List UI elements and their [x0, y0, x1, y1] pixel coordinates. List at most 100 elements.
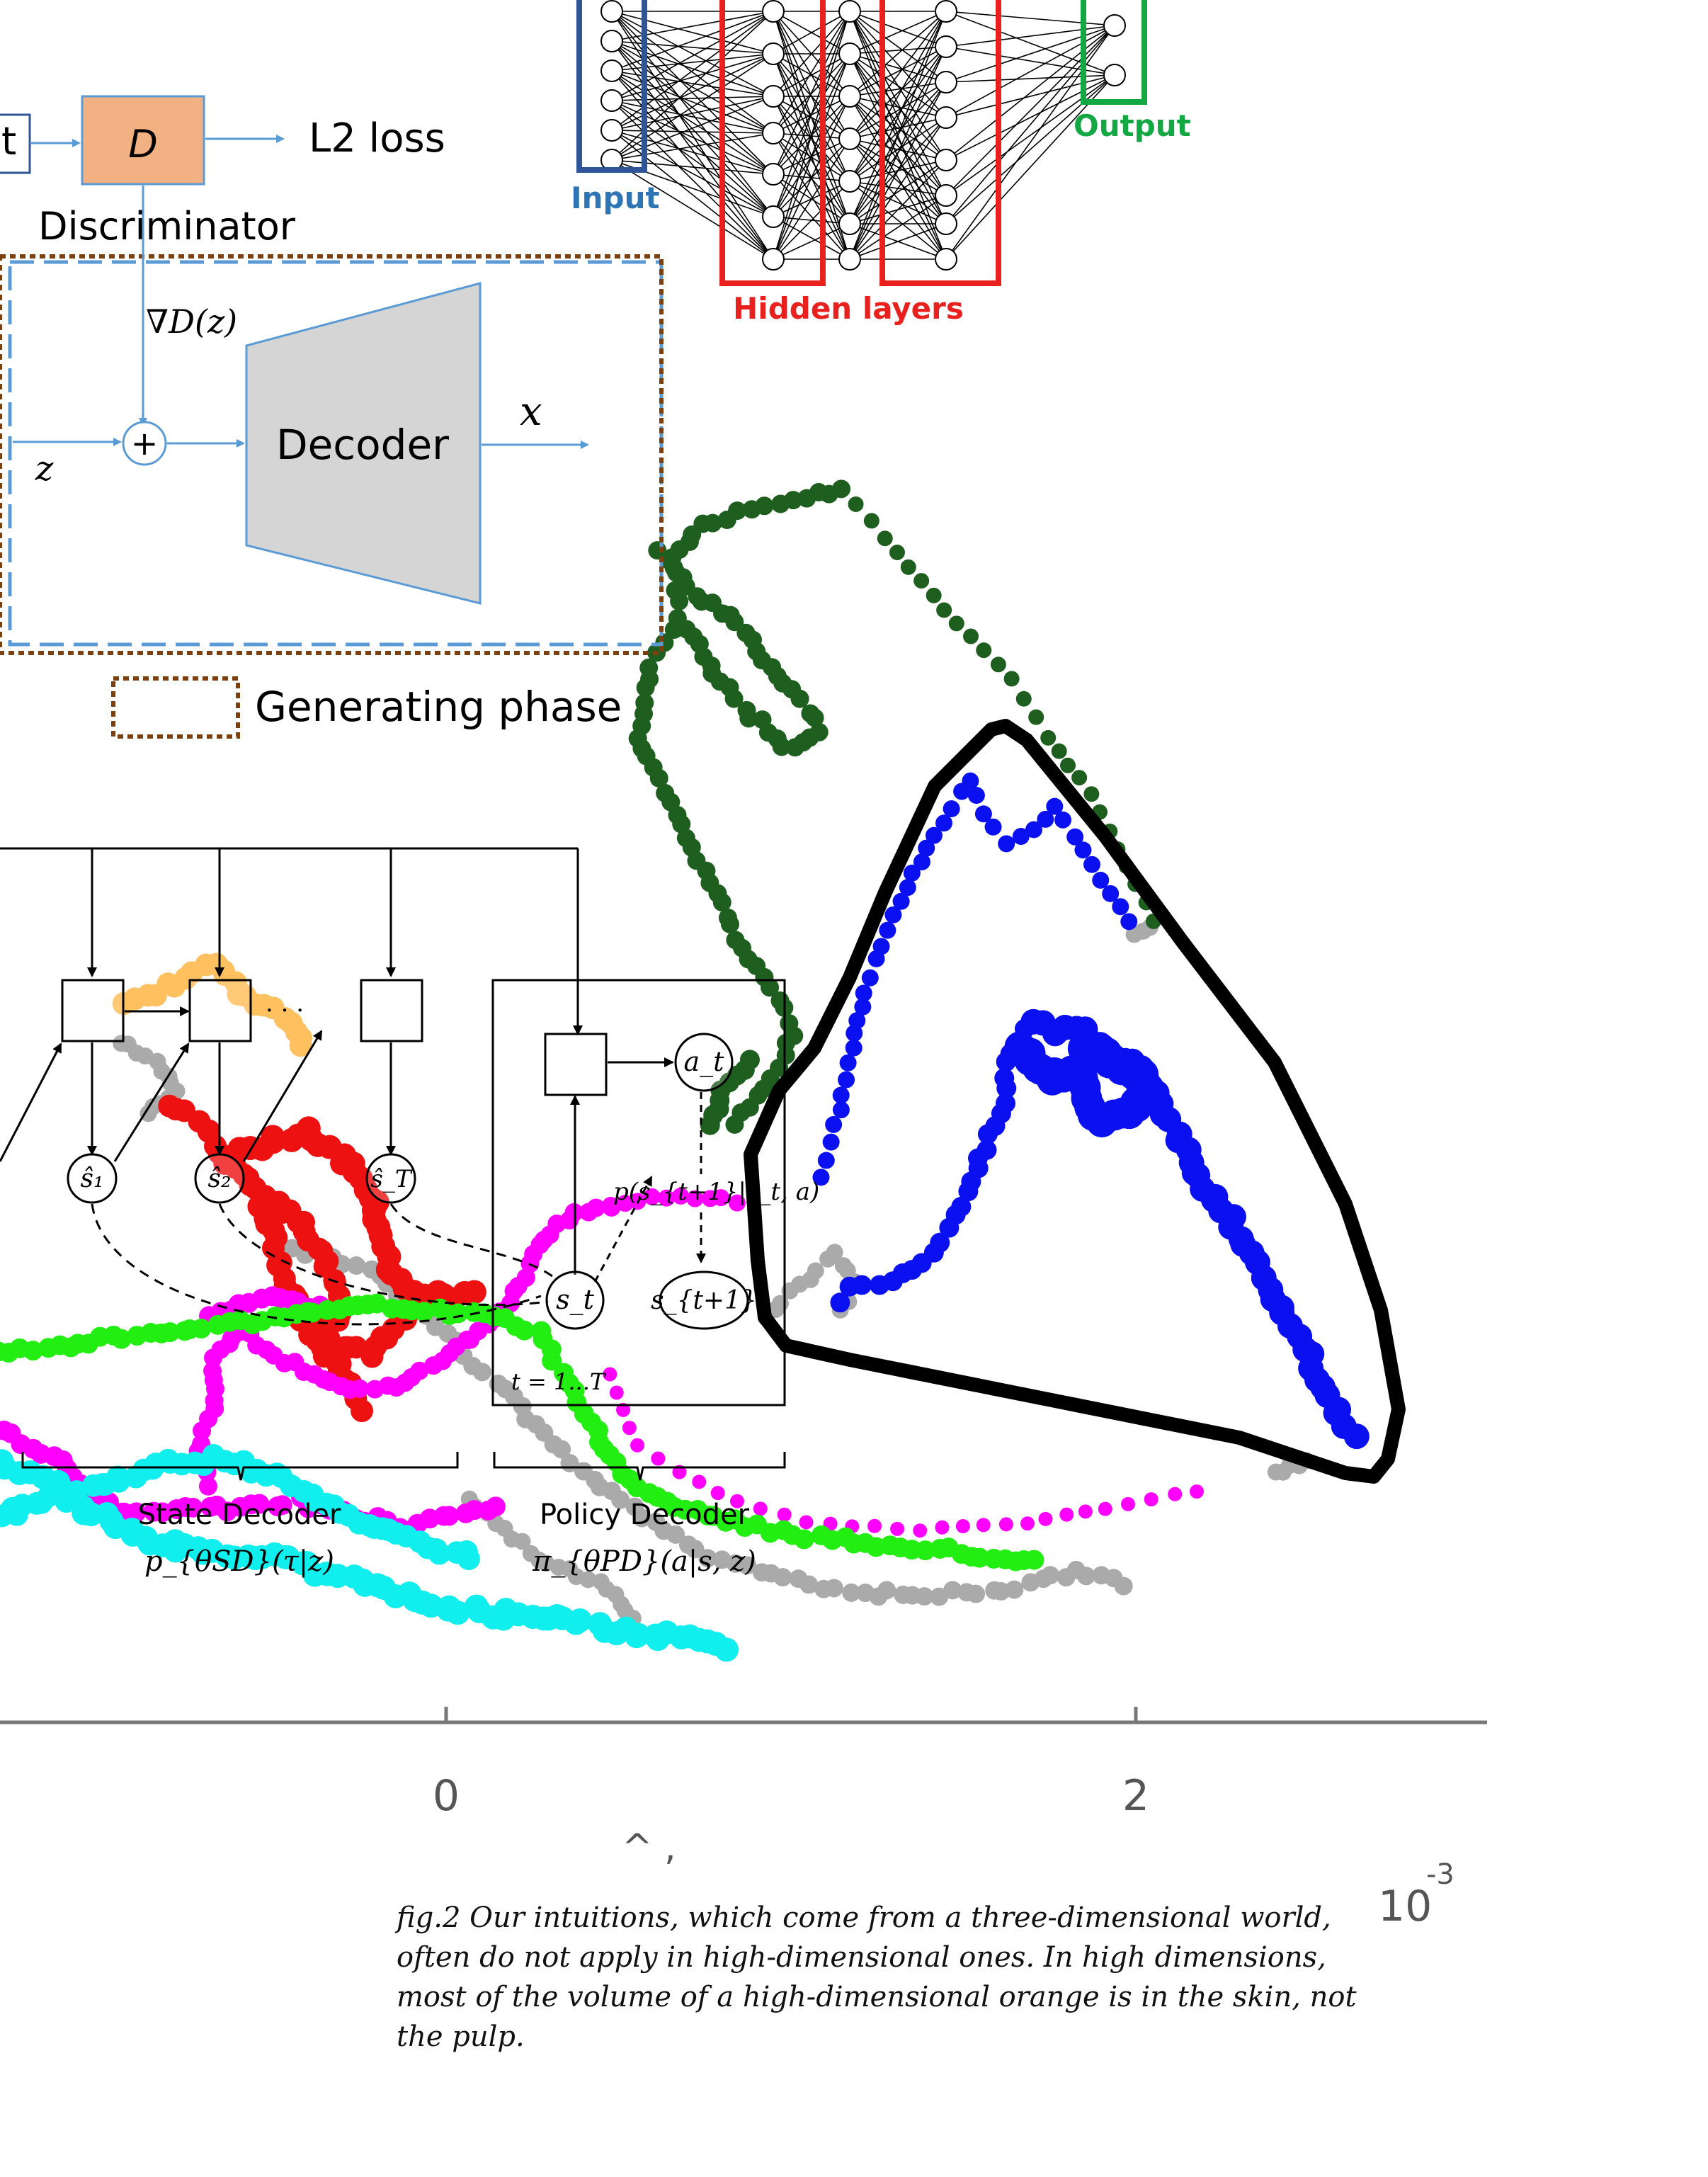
- network-edge: [849, 96, 947, 196]
- network-edge: [611, 11, 774, 97]
- network-edge: [849, 117, 947, 140]
- trail-point: [302, 1302, 323, 1323]
- trail-point: [567, 1608, 592, 1633]
- trail-point: [830, 1292, 850, 1313]
- trail-point: [1076, 1567, 1095, 1586]
- trail-point: [542, 1351, 562, 1371]
- network-node: [762, 205, 785, 228]
- trail-point: [913, 573, 930, 589]
- network-node: [762, 0, 785, 23]
- trail-point: [839, 1054, 857, 1072]
- network-edge: [849, 159, 947, 224]
- network-edge: [611, 40, 774, 175]
- trail-point: [990, 656, 1006, 673]
- trail-point: [773, 1568, 792, 1587]
- trail-point: [485, 1496, 506, 1517]
- trail-point: [367, 1293, 387, 1314]
- network-edge: [611, 40, 774, 217]
- node-a-t: [674, 1033, 734, 1092]
- trail-point: [834, 480, 850, 496]
- trail-point: [672, 1465, 687, 1479]
- network-node: [762, 85, 785, 108]
- trail-point: [977, 1124, 998, 1144]
- network-edge: [611, 70, 774, 97]
- network-node: [935, 71, 957, 93]
- network-edge: [849, 11, 947, 97]
- network-edge: [773, 96, 850, 224]
- trail-point: [725, 613, 744, 632]
- network-edge: [849, 11, 947, 47]
- trail-point: [761, 978, 780, 997]
- network-edge: [849, 117, 947, 182]
- z-label: z: [35, 449, 54, 489]
- discriminator-label: Discriminator: [38, 204, 296, 249]
- trail-point: [807, 1262, 824, 1280]
- network-edge: [945, 25, 1115, 47]
- discriminator-symbol: D: [128, 122, 158, 166]
- scale-label: 10: [1378, 1882, 1432, 1931]
- trail-point: [462, 1280, 486, 1305]
- network-node: [762, 122, 785, 144]
- trail-point: [714, 1637, 739, 1662]
- trail-point: [839, 1276, 860, 1297]
- network-edge: [945, 25, 1115, 161]
- x-axis-ticks: -20246: [433, 1707, 1149, 1821]
- network-edge: [849, 81, 947, 182]
- network-edge: [611, 11, 774, 217]
- state-decoder-formula: p_{θSD}(τ|z): [144, 1545, 334, 1578]
- ellipsis: · · ·: [266, 996, 304, 1025]
- trail-point: [1003, 671, 1020, 687]
- latent-box-T: [360, 979, 423, 1042]
- trail-point: [198, 1477, 217, 1496]
- network-node: [838, 42, 861, 65]
- trail-point: [1078, 1504, 1093, 1519]
- trail-point: [832, 1101, 850, 1119]
- trail-point: [900, 559, 916, 575]
- trail-point: [877, 1581, 896, 1600]
- latent-box-1: [61, 979, 125, 1042]
- trail-point: [863, 513, 879, 529]
- trail-point: [649, 768, 668, 788]
- trail-point: [609, 1385, 624, 1400]
- trail-point: [365, 1380, 385, 1399]
- training-phase-box: [8, 260, 664, 647]
- trail-point: [445, 1601, 470, 1625]
- trail-point: [842, 1583, 861, 1602]
- network-edge: [611, 96, 774, 101]
- trail-point: [1040, 729, 1057, 746]
- network-edge: [945, 46, 1115, 76]
- trail-point: [1020, 1516, 1035, 1531]
- network-edge: [849, 11, 947, 196]
- trail-point: [514, 1320, 535, 1341]
- label-a-t: a_t: [684, 1046, 725, 1078]
- x-label: x: [520, 389, 542, 435]
- trail-point: [996, 1078, 1017, 1098]
- network-edge: [849, 11, 947, 83]
- trail-point: [351, 1399, 374, 1423]
- network-node: [935, 106, 957, 129]
- trail-point: [712, 1189, 730, 1207]
- trail-point: [1041, 1566, 1060, 1585]
- trail-point: [915, 1587, 934, 1606]
- network-edge: [611, 130, 774, 260]
- trail-point: [289, 1034, 312, 1057]
- trail-point: [23, 1341, 43, 1361]
- network-edge: [849, 46, 947, 140]
- network-edge: [773, 96, 850, 182]
- trail-point: [936, 602, 952, 618]
- trail-point: [111, 1329, 132, 1349]
- trail-point: [777, 1507, 792, 1522]
- output-label: Output: [1074, 108, 1191, 143]
- network-edge: [611, 70, 774, 260]
- network-edge: [611, 53, 774, 131]
- network-node: [935, 212, 957, 235]
- network-edge: [773, 181, 850, 260]
- network-edge: [611, 11, 774, 131]
- trail-point: [672, 1187, 690, 1205]
- network-edge: [611, 11, 774, 134]
- plate-label: t = 1...T: [511, 1368, 607, 1395]
- x-tick-label: 2: [1122, 1771, 1149, 1821]
- network-nodes: [600, 0, 1126, 271]
- network-node: [935, 248, 957, 271]
